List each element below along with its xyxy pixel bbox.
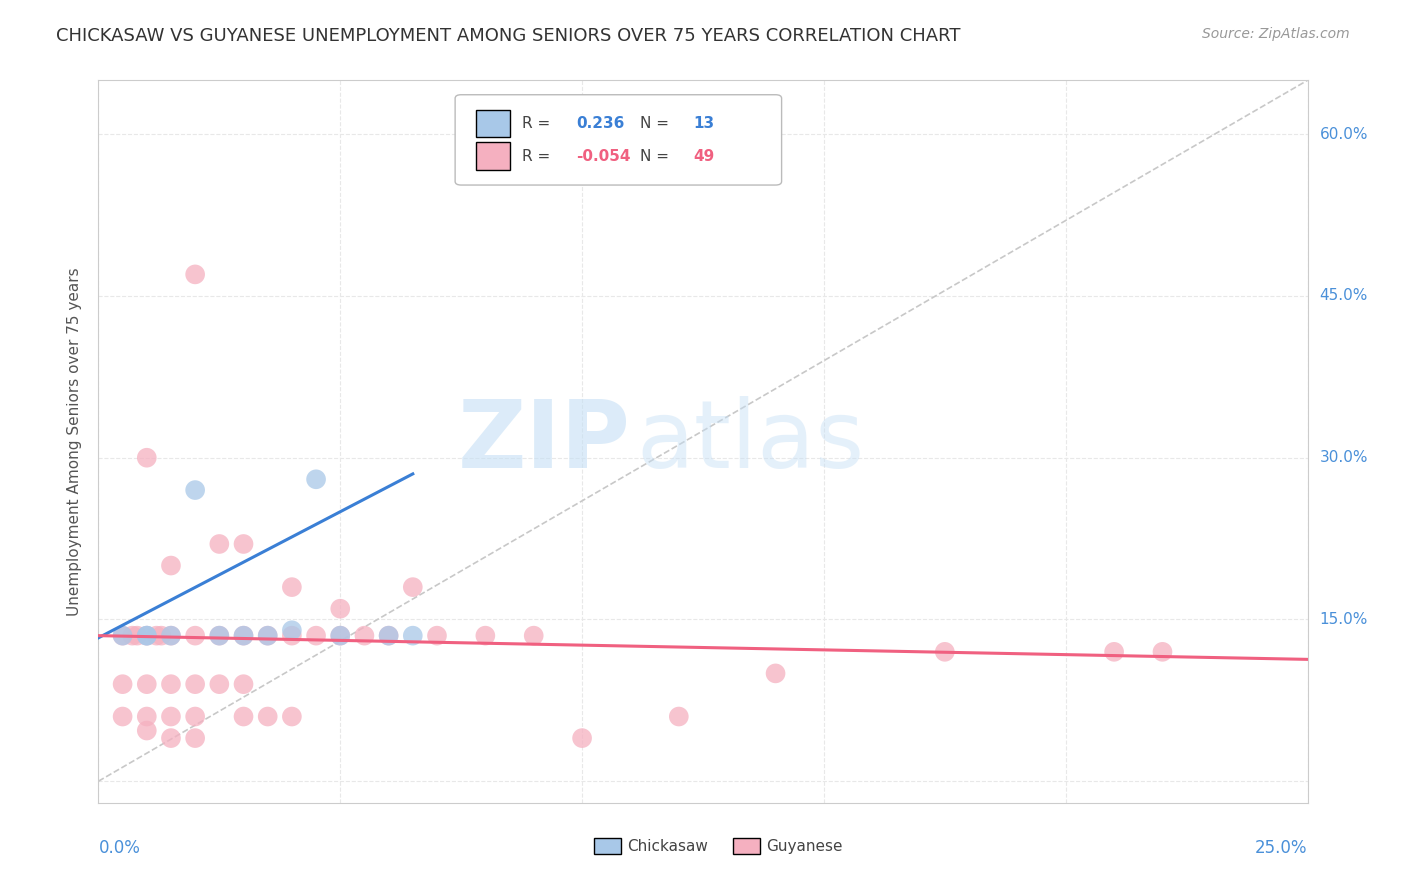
Point (377, 629, 399, 643)
Point (329, 629, 352, 643)
Text: 45.0%: 45.0% (1320, 288, 1368, 303)
Point (232, 629, 254, 643)
Text: N =: N = (640, 149, 673, 163)
Point (135, 629, 157, 643)
Point (184, 268, 207, 282)
Point (208, 677, 231, 691)
Point (160, 629, 183, 643)
Point (145, 629, 167, 643)
Point (135, 677, 157, 691)
Text: atlas: atlas (637, 395, 865, 488)
Point (184, 677, 207, 691)
Point (208, 537, 231, 551)
Point (184, 709, 207, 723)
Point (184, 731, 207, 745)
Text: 0.0%: 0.0% (98, 838, 141, 857)
Text: 60.0%: 60.0% (1320, 127, 1368, 142)
Point (111, 629, 134, 643)
Text: 13: 13 (693, 116, 714, 131)
Text: 49: 49 (693, 149, 714, 163)
Text: Chickasaw: Chickasaw (627, 838, 707, 854)
Point (329, 629, 352, 643)
FancyBboxPatch shape (475, 143, 509, 169)
Text: -0.054: -0.054 (576, 149, 630, 163)
Point (184, 483, 207, 497)
Point (281, 580, 304, 594)
Text: N =: N = (640, 116, 673, 131)
FancyBboxPatch shape (456, 95, 782, 185)
Point (232, 537, 254, 551)
Point (135, 629, 157, 643)
Point (281, 629, 304, 643)
Y-axis label: Unemployment Among Seniors over 75 years: Unemployment Among Seniors over 75 years (67, 268, 83, 615)
Point (256, 629, 278, 643)
Point (135, 450, 157, 465)
FancyBboxPatch shape (475, 110, 509, 137)
Text: 25.0%: 25.0% (1256, 838, 1308, 857)
Text: Source: ZipAtlas.com: Source: ZipAtlas.com (1202, 27, 1350, 41)
Point (135, 629, 157, 643)
Text: R =: R = (522, 149, 555, 163)
Text: R =: R = (522, 116, 555, 131)
Point (160, 629, 183, 643)
Point (305, 629, 328, 643)
Point (232, 709, 254, 723)
Point (256, 709, 278, 723)
Point (127, 629, 149, 643)
Point (281, 624, 304, 638)
Point (523, 629, 546, 643)
Point (426, 629, 449, 643)
Point (402, 580, 425, 594)
Point (474, 629, 496, 643)
Point (160, 731, 183, 745)
Point (377, 629, 399, 643)
Point (765, 666, 787, 681)
Point (668, 709, 690, 723)
Point (111, 677, 134, 691)
Point (402, 629, 425, 643)
Text: Guyanese: Guyanese (766, 838, 842, 854)
Point (571, 731, 593, 745)
Point (121, 629, 143, 643)
Point (111, 629, 134, 643)
Point (160, 677, 183, 691)
Point (281, 709, 304, 723)
Point (208, 629, 231, 643)
Point (934, 645, 956, 659)
Point (232, 629, 254, 643)
Point (1102, 645, 1125, 659)
FancyBboxPatch shape (595, 838, 621, 855)
Point (150, 629, 173, 643)
Point (135, 723, 157, 738)
Text: 0.236: 0.236 (576, 116, 624, 131)
Text: ZIP: ZIP (457, 395, 630, 488)
Point (329, 601, 352, 615)
Point (160, 709, 183, 723)
Point (256, 629, 278, 643)
Point (184, 629, 207, 643)
Point (208, 629, 231, 643)
Point (1152, 645, 1174, 659)
Point (305, 472, 328, 486)
Text: CHICKASAW VS GUYANESE UNEMPLOYMENT AMONG SENIORS OVER 75 YEARS CORRELATION CHART: CHICKASAW VS GUYANESE UNEMPLOYMENT AMONG… (56, 27, 960, 45)
Point (111, 709, 134, 723)
Text: 15.0%: 15.0% (1320, 612, 1368, 627)
Point (160, 558, 183, 573)
Point (232, 677, 254, 691)
Point (135, 709, 157, 723)
Point (353, 629, 375, 643)
FancyBboxPatch shape (734, 838, 759, 855)
Text: 30.0%: 30.0% (1320, 450, 1368, 466)
